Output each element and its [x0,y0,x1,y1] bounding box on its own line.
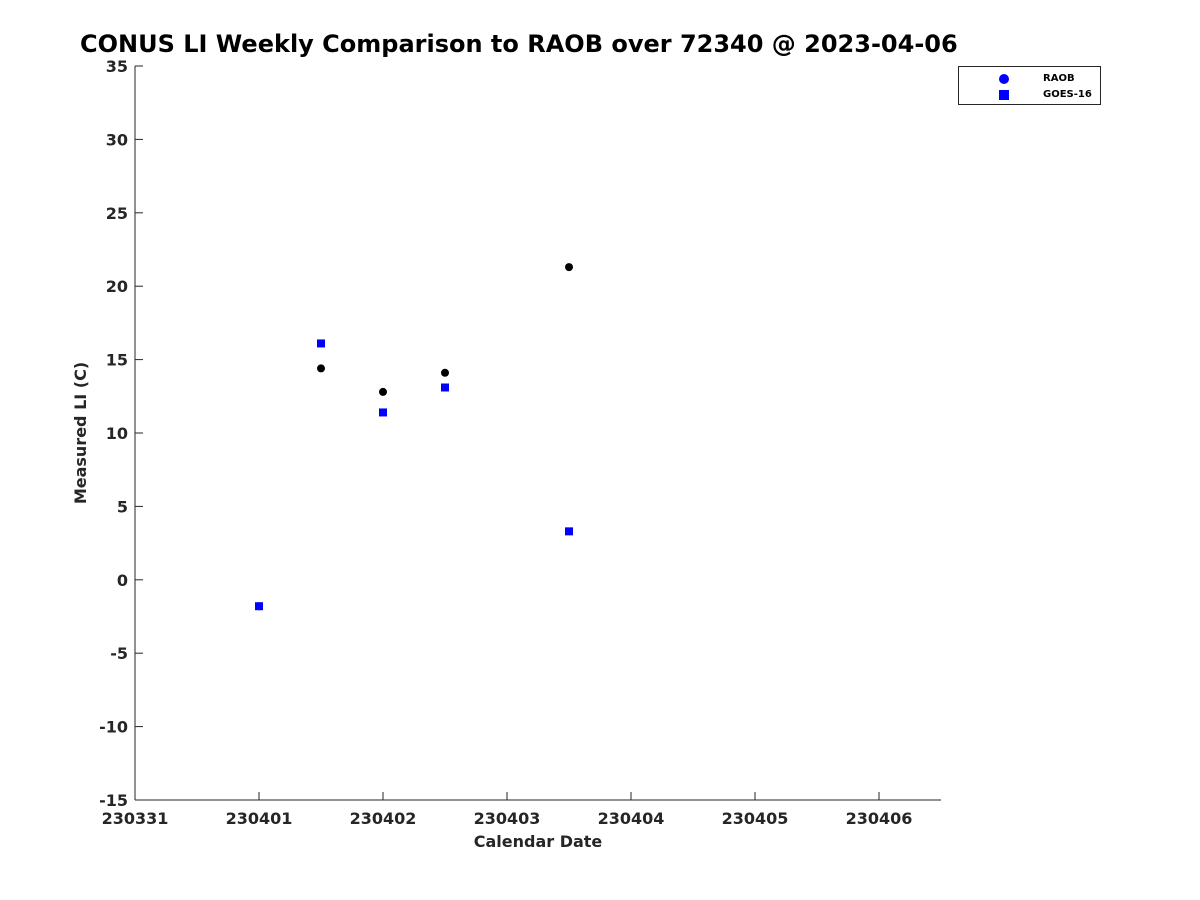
goes16-point [379,408,387,417]
legend-item-raob: RAOB [959,71,1102,87]
x-tick-label: 230331 [102,809,169,828]
y-tick-label: 25 [106,204,128,223]
goes16-point [255,602,263,611]
y-tick-label: -10 [99,718,128,737]
legend-label-raob: RAOB [1043,73,1075,84]
y-tick-label: 20 [106,277,128,296]
y-tick-label: -5 [110,644,128,663]
goes16-point [441,383,449,392]
legend-circle-marker-icon [999,74,1009,84]
x-tick-label: 230404 [598,809,665,828]
y-tick-label: -15 [99,791,128,810]
axis-ticks: 230331 230401 230402 230403 230404 230405 2304… [99,57,912,828]
legend-label-goes16: GOES-16 [1043,89,1092,100]
raob-point [317,364,325,373]
x-tick-label: 230401 [226,809,293,828]
y-tick-label: 30 [106,130,128,149]
legend-item-goes16: GOES-16 [959,87,1102,103]
raob-point [441,368,449,377]
x-tick-label: 230405 [722,809,789,828]
y-tick-label: 10 [106,424,128,443]
x-tick-label: 230406 [846,809,913,828]
x-axis-label: Calendar Date [474,832,603,851]
x-tick-label: 230402 [350,809,417,828]
y-tick-label: 5 [117,497,128,516]
goes16-point [317,339,325,348]
legend: RAOB GOES-16 [958,66,1101,105]
chart-title: CONUS LI Weekly Comparison to RAOB over … [80,30,958,58]
data-points [255,263,573,611]
legend-square-marker-icon [999,90,1009,100]
raob-point [379,387,387,396]
raob-point [565,263,573,272]
goes16-point [565,527,573,536]
y-tick-label: 35 [106,57,128,76]
y-tick-label: 15 [106,351,128,370]
y-tick-label: 0 [117,571,128,590]
x-tick-label: 230403 [474,809,541,828]
y-axis-label: Measured LI (C) [71,362,90,504]
